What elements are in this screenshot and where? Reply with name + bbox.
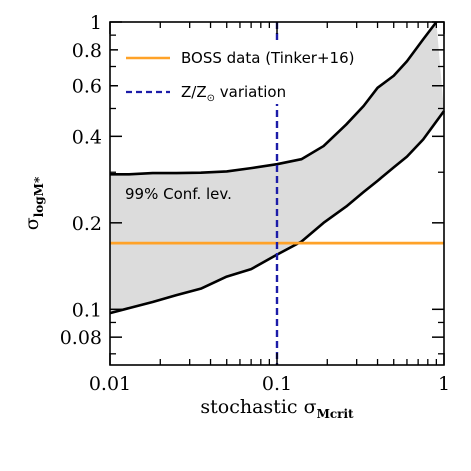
confidence-band-upper-edge <box>110 21 438 176</box>
confidence-band-lower-edge <box>109 110 446 315</box>
x-axis-label-subscript: Mcrit <box>317 407 354 421</box>
legend-label-metallicity-sub: ⊙ <box>207 93 215 104</box>
legend-label-boss: BOSS data (Tinker+16) <box>181 49 354 67</box>
labels-layer: 99% Conf. lev. stochastic σMcrit σlogM* <box>21 176 354 421</box>
legend-label-metallicity-suffix: variation <box>215 83 286 101</box>
x-tick-label: 0.01 <box>89 373 131 395</box>
confidence-level-annotation: 99% Conf. lev. <box>125 185 232 203</box>
y-tick-label: 0.6 <box>72 76 102 98</box>
y-tick-label: 0.8 <box>72 40 102 62</box>
y-tick-label: 0.08 <box>60 327 102 349</box>
x-axis-label: stochastic σMcrit <box>200 396 354 421</box>
y-tick-label: 0.2 <box>72 213 102 235</box>
y-axis-label: σlogM* <box>21 176 46 230</box>
legend: BOSS data (Tinker+16) Z/Z⊙ variation <box>118 44 354 104</box>
x-tick-label: 0.1 <box>262 373 292 395</box>
axes-layer: 0.01 0.1 1 0.08 0.1 0.2 0.4 0.6 0.8 1 <box>60 12 450 395</box>
y-tick-label: 0.1 <box>72 299 102 321</box>
legend-label-metallicity: Z/Z⊙ variation <box>181 83 286 104</box>
y-axis-label-main: σ <box>21 217 43 230</box>
legend-background <box>118 44 348 104</box>
y-tick-label: 0.4 <box>72 126 102 148</box>
y-tick-label: 1 <box>90 12 102 34</box>
y-axis-label-subscript: logM* <box>32 176 46 217</box>
legend-label-metallicity-main: Z/Z <box>181 83 207 101</box>
x-axis-label-main: stochastic σ <box>200 396 316 418</box>
x-tick-label: 1 <box>438 373 450 395</box>
axis-ticks: 0.01 0.1 1 0.08 0.1 0.2 0.4 0.6 0.8 1 <box>60 12 450 395</box>
